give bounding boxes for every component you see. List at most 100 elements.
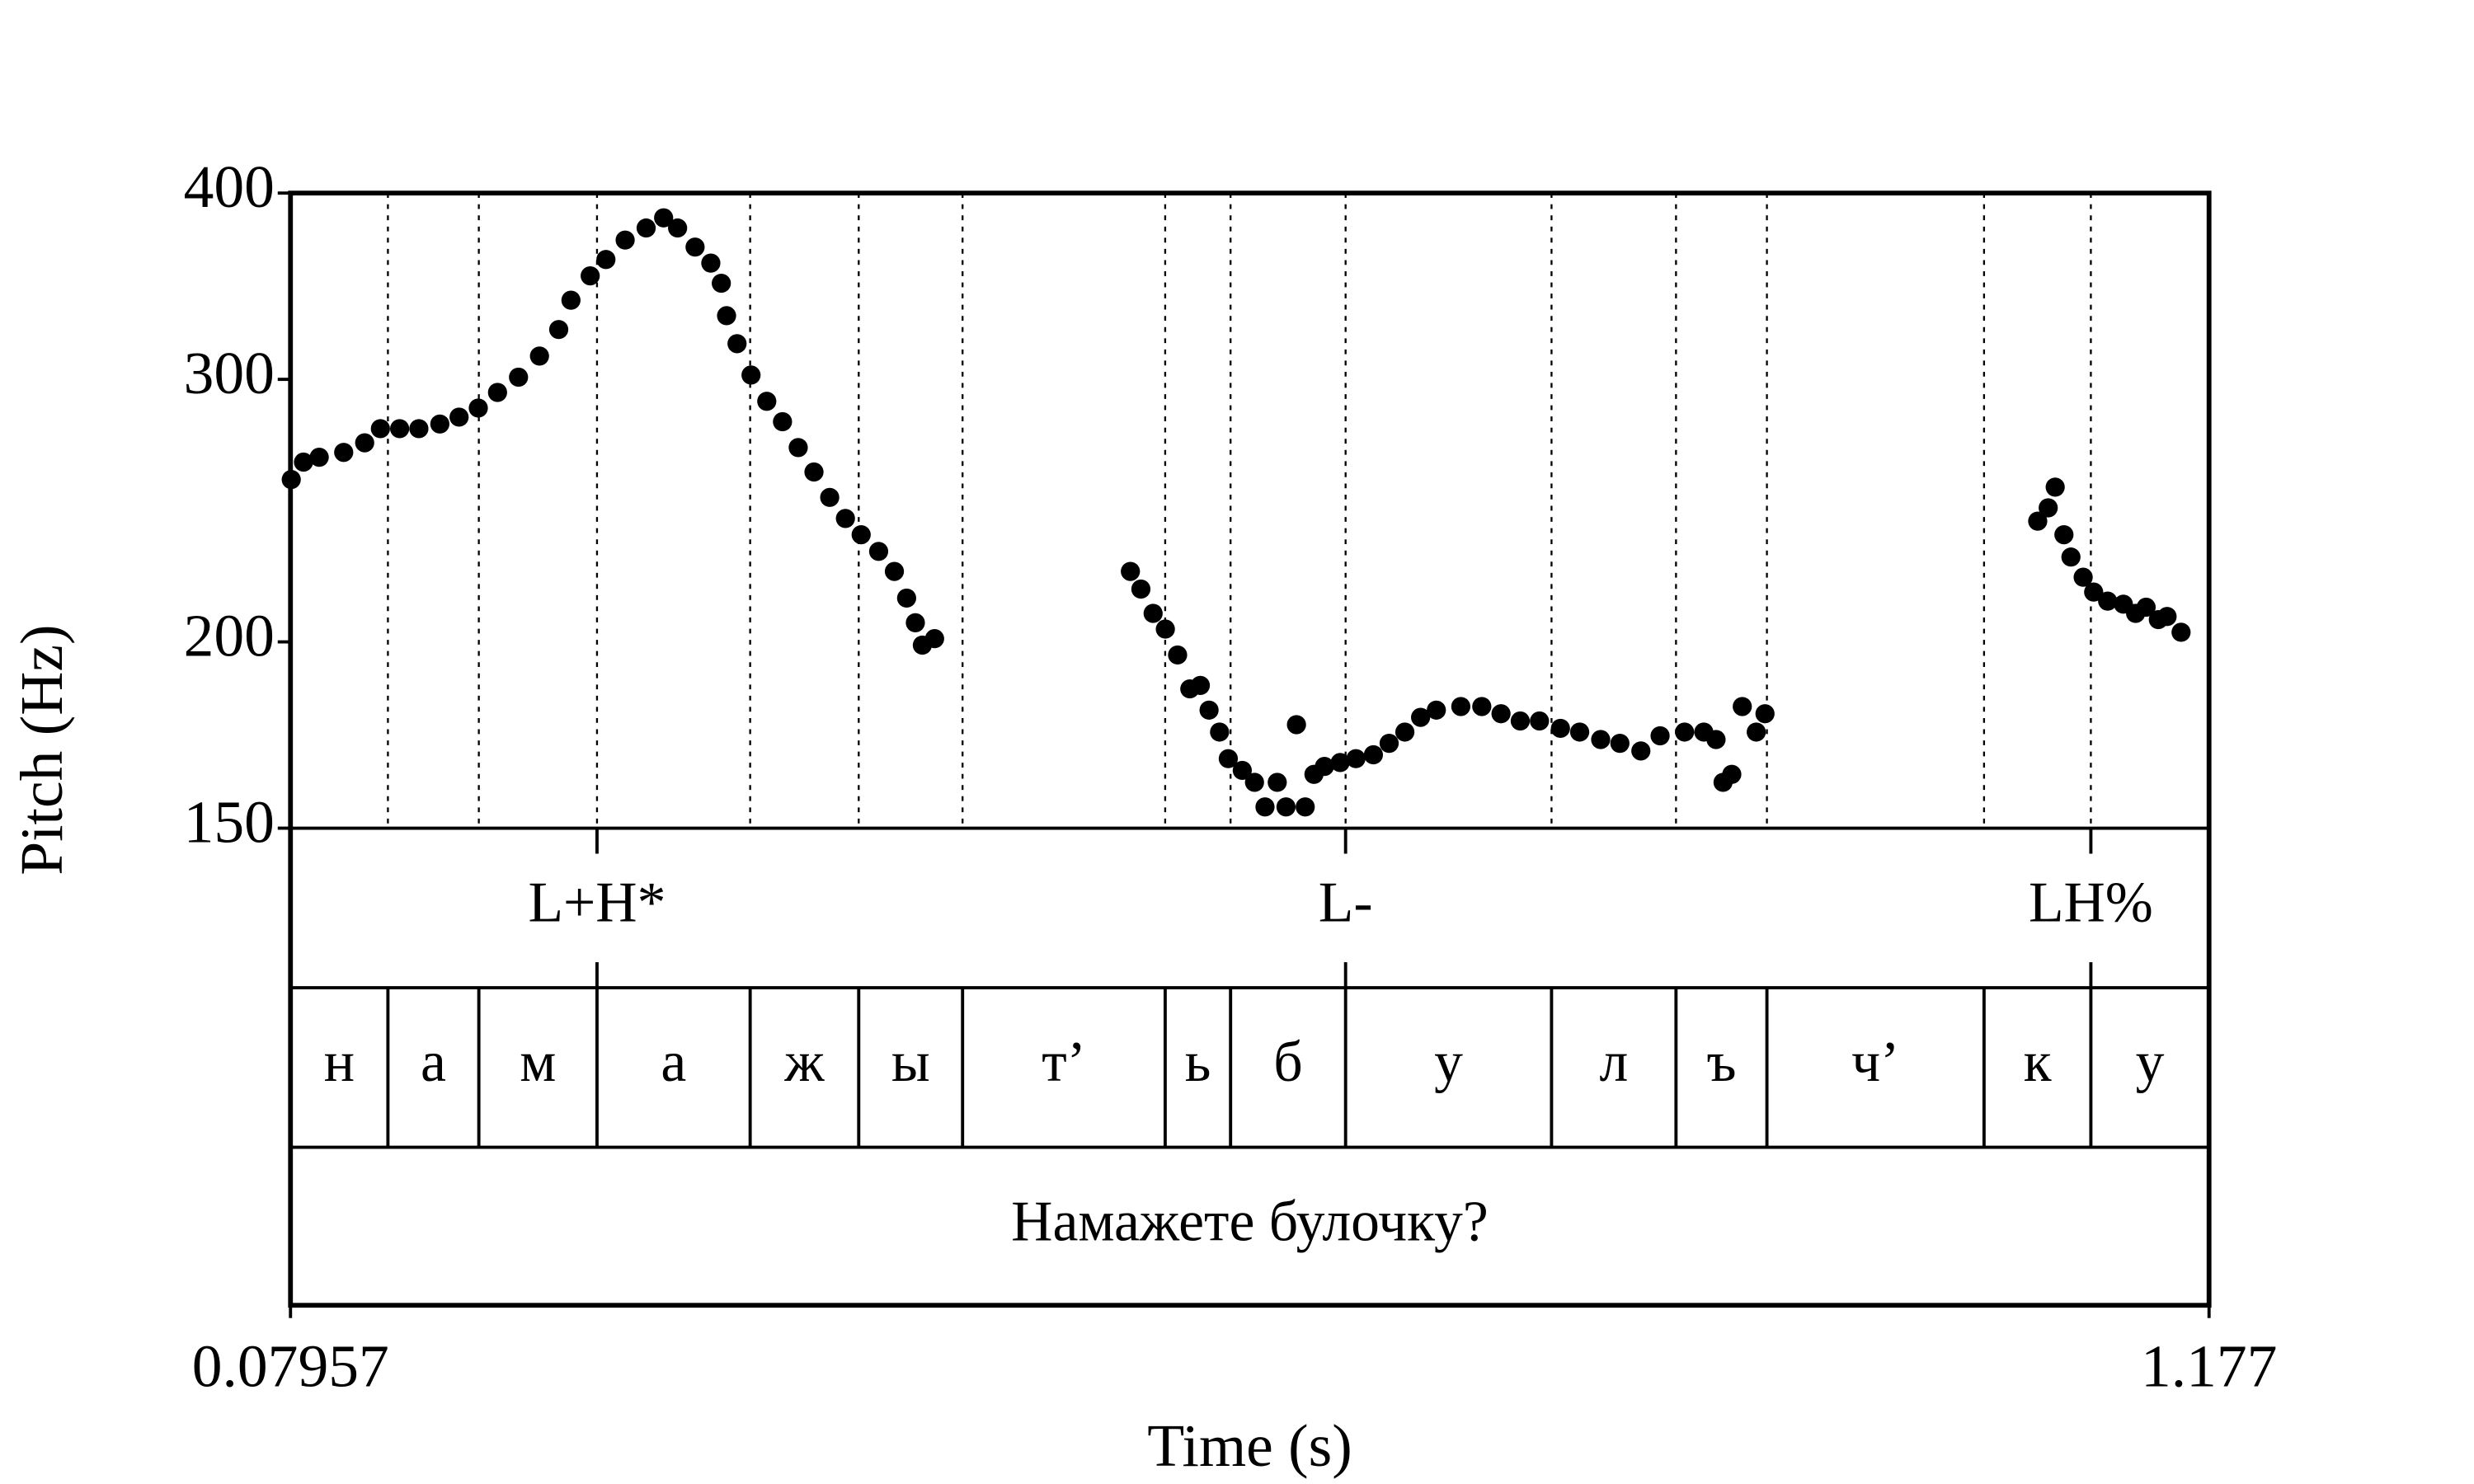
pitch-point [1675,722,1695,742]
pitch-point [389,419,410,439]
pitch-point [1591,730,1611,749]
pitch-point [581,265,600,286]
pitch-point [1210,722,1230,742]
pitch-point [788,438,808,458]
pitch-point [449,407,469,427]
pitch-point [717,306,736,326]
tier-point-label: L- [1319,871,1373,934]
pitch-point [1733,697,1752,716]
tier-point-label: L+H* [528,871,666,934]
tier-interval-label: к [2024,1031,2052,1094]
pitch-point [1472,697,1492,716]
pitch-point [1286,715,1306,735]
pitch-point [468,398,488,418]
pitch-point [1631,741,1651,761]
tier-interval-label: ч’ [1851,1031,1899,1094]
pitch-point [757,392,777,411]
pitch-point [851,524,871,545]
y-axis-label: Pitch (Hz) [7,625,75,876]
pitch-point [1131,579,1151,599]
tier-interval-label: б [1273,1031,1302,1094]
pitch-point [615,230,635,250]
pitch-point [309,447,329,467]
y-tick-label: 150 [184,787,275,855]
pitch-point [1650,726,1670,746]
pitch-point [1722,764,1742,784]
pitch-point [773,411,793,432]
tier-interval-label: у [2136,1031,2165,1094]
pitch-point [596,250,616,270]
pitch-point [1747,722,1766,742]
pitch-point [355,433,374,453]
pitch-point [334,443,354,463]
pitch-point [701,253,721,273]
pitch-point [1121,561,1141,581]
pitch-point [1550,718,1570,739]
pitch-point [1232,760,1253,781]
pitch-point [1168,645,1188,665]
pitch-point [1255,797,1275,817]
pitch-point [1510,711,1531,731]
pitch-point [727,334,747,354]
pitch-point [1330,753,1350,773]
pitch-point [1530,711,1550,731]
pitch-point [1491,704,1511,724]
pitch-point [2157,607,2177,627]
pitch-point [1411,707,1431,727]
pitch-point [2061,547,2081,567]
tier-interval-label: а [661,1031,686,1094]
tier-interval-label: у [1434,1031,1463,1094]
pitch-point [548,320,569,340]
tier-interval-label: м [520,1031,556,1094]
pitch-point [1276,797,1296,817]
y-tick-label: 400 [184,153,275,220]
pitch-point [1315,757,1334,777]
pitch-point [685,237,705,257]
pitch-point [409,419,429,439]
pitch-point [1569,722,1590,742]
pitch-point [868,542,889,561]
pitch-point [1363,744,1384,765]
pitch-point [1379,733,1399,754]
pitch-point [1451,697,1471,716]
pitch-point [294,452,313,472]
pitch-point [2039,498,2058,518]
pitch-point [1268,773,1287,792]
tier-interval-label: т’ [1042,1031,1086,1094]
tier-interval-label: ь [1185,1031,1211,1094]
pitch-point [1199,700,1219,720]
x-tick-label: 1.177 [2141,1331,2277,1399]
tier-interval-label: н [324,1031,355,1094]
pitch-point [1155,619,1175,639]
x-axis-label: Time (s) [1147,1411,1352,1479]
y-tick-label: 300 [184,339,275,406]
pitch-point [487,383,507,402]
pitch-point [1244,773,1264,792]
pitch-point [636,218,656,238]
pitch-point [905,613,925,632]
pitch-point [2028,511,2048,531]
pitch-point [2171,622,2191,642]
pitch-point [820,487,840,507]
pitch-point [1706,730,1726,749]
pitch-point [2045,477,2065,497]
pitch-point [1395,722,1415,742]
pitch-point [835,509,855,528]
pitch-point [561,290,581,310]
tier-interval-label: а [421,1031,446,1094]
pitch-point [741,365,761,385]
tier-interval-label: ж [783,1031,825,1094]
pitch-point [1755,704,1775,724]
pitch-point [529,346,549,366]
pitch-point [1346,749,1366,768]
pitch-point [1218,749,1239,768]
pitch-point [2098,591,2118,611]
pitch-point [896,588,916,608]
pitch-point [370,419,390,439]
tier-interval-label: Намажете булочку? [1011,1190,1489,1253]
tier-point-label: LH% [2029,871,2153,934]
pitch-point [1610,733,1630,754]
pitch-point [804,462,824,482]
